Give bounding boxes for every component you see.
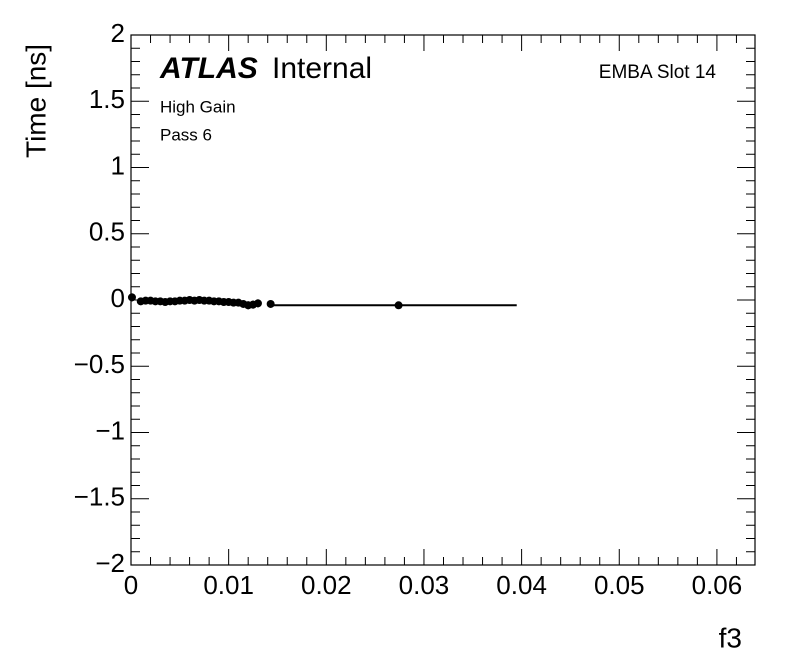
x-tick-label: 0.05	[594, 570, 645, 600]
status-label: Internal	[272, 52, 372, 85]
data-point	[266, 299, 275, 308]
module-label: EMBA Slot 14	[599, 62, 717, 83]
y-tick-label: 2	[111, 18, 125, 48]
y-tick-label: 1	[111, 150, 125, 180]
x-tick-label: 0.02	[301, 570, 352, 600]
atlas-label: ATLAS	[159, 52, 258, 85]
x-axis-label: f3	[719, 622, 742, 653]
gain-label: High Gain	[160, 97, 236, 116]
data-point	[127, 293, 136, 302]
data-point	[253, 299, 262, 308]
x-tick-label: 0	[124, 570, 138, 600]
y-tick-label: 1.5	[89, 84, 125, 114]
y-tick-label: −0.5	[74, 349, 125, 379]
y-tick-label: −1	[95, 415, 125, 445]
y-axis-label: Time [ns]	[20, 44, 51, 158]
pass-label: Pass 6	[160, 125, 212, 144]
x-tick-label: 0.04	[496, 570, 547, 600]
x-tick-label: 0.03	[399, 570, 450, 600]
y-tick-label: 0.5	[89, 217, 125, 247]
y-tick-label: −1.5	[74, 482, 125, 512]
x-tick-label: 0.06	[692, 570, 743, 600]
y-tick-label: −2	[95, 548, 125, 578]
y-tick-label: 0	[111, 283, 125, 313]
x-tick-label: 0.01	[203, 570, 254, 600]
